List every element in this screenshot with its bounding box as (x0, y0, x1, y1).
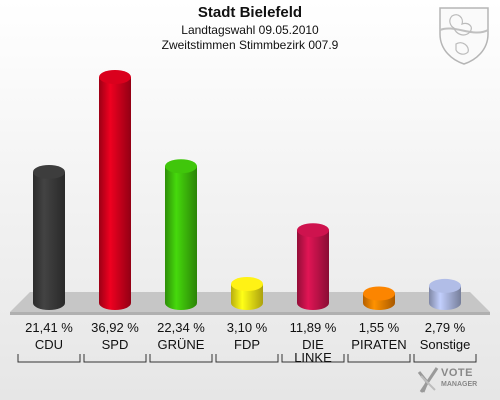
bar-die-linke (297, 223, 329, 310)
bar-piraten (363, 286, 395, 310)
chart-subtitle-district: Zweitstimmen Stimmbezirk 007.9 (161, 38, 339, 52)
category-bracket (83, 354, 147, 363)
bar-top (297, 223, 329, 238)
value-label: 21,41 % (25, 320, 73, 335)
bar-spd (99, 70, 131, 310)
category-label: SPD (101, 337, 129, 352)
bar-fdp (231, 277, 263, 310)
bar-body (297, 230, 329, 310)
category-label: FDP (234, 337, 260, 352)
bar-top (429, 278, 461, 293)
coat-of-arms-icon (439, 7, 489, 65)
bar-cdu (33, 164, 65, 310)
value-label: 11,89 % (289, 320, 337, 335)
bar-top (231, 277, 263, 292)
category-label: CDU (34, 337, 64, 352)
logo-line2: MANAGER (441, 381, 478, 388)
chart-title: Stadt Bielefeld (197, 4, 303, 21)
category-label: Sonstige (419, 337, 471, 352)
value-label: 1,55 % (358, 320, 400, 335)
bar-body (33, 171, 65, 310)
chart-subtitle-election: Landtagswahl 09.05.2010 (181, 23, 319, 37)
value-label: 36,92 % (91, 320, 139, 335)
bar-top (165, 159, 197, 174)
bar-grüne (165, 159, 197, 310)
category-bracket (281, 354, 345, 363)
category-label: PIRATEN (351, 337, 407, 352)
chart-floor-edge (10, 312, 490, 315)
bar-body (99, 77, 131, 310)
bar-top (363, 286, 395, 301)
value-label: 22,34 % (157, 320, 205, 335)
vote-manager-logo: VOTE MANAGER (417, 366, 492, 396)
category-bracket (17, 354, 81, 363)
checkmark-cross-icon (417, 367, 439, 393)
value-label: 3,10 % (226, 320, 268, 335)
bar-top (99, 70, 131, 84)
category-bracket (149, 354, 213, 363)
category-label: DIE LINKE (294, 337, 332, 365)
bar-top (33, 164, 65, 179)
bar-body (231, 284, 263, 310)
category-bracket (347, 354, 411, 363)
category-bracket (215, 354, 279, 363)
category-bracket (413, 354, 477, 363)
bar-sonstige (429, 278, 461, 310)
bar-body (165, 166, 197, 310)
category-label: GRÜNE (157, 337, 205, 352)
value-label: 2,79 % (424, 320, 466, 335)
logo-line1: VOTE (441, 367, 473, 379)
